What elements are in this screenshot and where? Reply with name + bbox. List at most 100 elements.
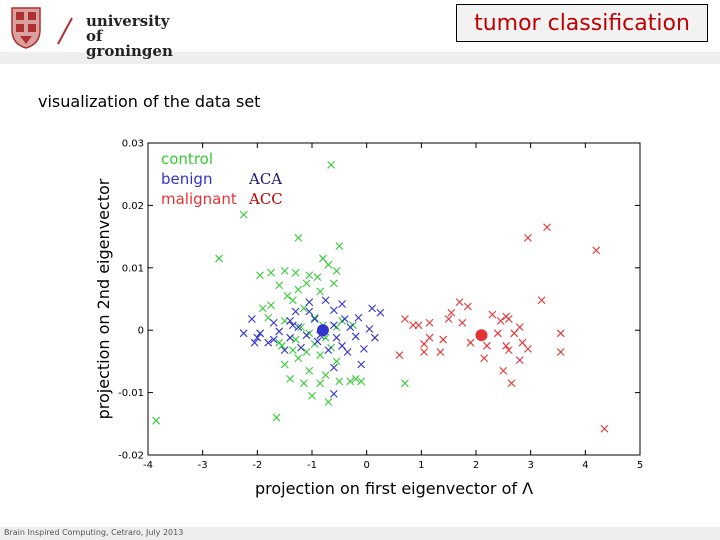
slide-footer: Brain Inspired Computing, Cetraro, July … bbox=[4, 528, 184, 537]
data-point-benign bbox=[368, 304, 377, 313]
logo-divider bbox=[57, 17, 73, 45]
data-point-control bbox=[288, 346, 297, 355]
legend-annotation-acc: ACC bbox=[248, 190, 283, 208]
data-point-control bbox=[299, 379, 308, 388]
data-point-benign bbox=[313, 337, 322, 346]
data-point-malignant bbox=[556, 348, 565, 356]
highlight-point-aca bbox=[316, 324, 329, 337]
data-point-benign bbox=[310, 315, 319, 323]
scatter-chart: -4 -3 -2 -1 0 1 2 3 4 5 -0.02 -0.01 0 0.01 0.02 0.03 pro… bbox=[94, 139, 643, 499]
data-point-control bbox=[313, 273, 322, 282]
data-point-control bbox=[308, 391, 316, 400]
data-point-benign bbox=[297, 343, 305, 352]
data-point-malignant bbox=[463, 302, 472, 311]
x-tick-label: 0 bbox=[363, 460, 369, 471]
data-point-benign bbox=[329, 363, 338, 372]
x-tick-label: 4 bbox=[582, 460, 588, 471]
data-point-control bbox=[335, 377, 344, 386]
data-point-malignant bbox=[483, 341, 491, 350]
university-crest-icon bbox=[11, 7, 73, 49]
y-tick-label: -0.02 bbox=[118, 451, 144, 462]
data-point-control bbox=[258, 304, 267, 313]
data-point-benign bbox=[357, 360, 366, 369]
data-point-malignant bbox=[488, 310, 497, 319]
data-point-benign bbox=[332, 333, 341, 342]
legend-entry-benign: benign bbox=[161, 170, 212, 188]
data-point-control bbox=[305, 366, 314, 375]
data-point-control bbox=[280, 360, 289, 369]
data-point-control bbox=[316, 351, 325, 360]
x-tick-label: 1 bbox=[418, 460, 424, 471]
legend-entry-control: control bbox=[161, 150, 213, 168]
data-point-benign bbox=[305, 307, 314, 316]
data-point-malignant bbox=[556, 329, 565, 338]
header-rule bbox=[0, 52, 720, 64]
data-point-malignant bbox=[543, 223, 551, 232]
data-point-control bbox=[299, 304, 308, 313]
data-point-malignant bbox=[420, 348, 428, 356]
data-point-malignant bbox=[401, 315, 409, 323]
data-point-control bbox=[357, 377, 366, 386]
data-point-malignant bbox=[499, 366, 508, 375]
data-point-benign bbox=[302, 331, 311, 340]
highlight-point-acc bbox=[475, 329, 488, 342]
data-point-control bbox=[286, 374, 295, 383]
data-point-control bbox=[280, 267, 289, 275]
data-point-benign bbox=[370, 333, 379, 342]
data-point-benign bbox=[256, 329, 264, 338]
data-point-control bbox=[275, 281, 284, 290]
data-point-control bbox=[278, 341, 286, 350]
data-point-control bbox=[401, 379, 409, 388]
data-point-malignant bbox=[414, 321, 423, 330]
data-point-benign bbox=[288, 321, 297, 330]
data-point-control bbox=[291, 268, 300, 277]
data-point-benign bbox=[343, 348, 352, 356]
data-point-control bbox=[335, 242, 344, 250]
data-point-benign bbox=[329, 306, 338, 315]
data-point-malignant bbox=[420, 340, 428, 348]
data-point-benign bbox=[324, 346, 333, 355]
data-point-malignant bbox=[504, 346, 513, 355]
data-point-control bbox=[321, 371, 330, 380]
slide-subtitle: visualization of the data set bbox=[38, 92, 261, 111]
data-point-control bbox=[316, 379, 325, 388]
data-point-benign bbox=[360, 345, 368, 353]
data-point-benign bbox=[286, 333, 295, 342]
data-point-malignant bbox=[455, 298, 464, 307]
data-point-benign bbox=[264, 338, 273, 347]
y-tick-label: 0.02 bbox=[122, 201, 144, 212]
data-point-control bbox=[291, 335, 300, 344]
legend-annotation-aca: ACA bbox=[248, 170, 282, 188]
y-tick-label: 0.01 bbox=[122, 263, 144, 274]
data-point-malignant bbox=[493, 329, 502, 338]
data-point-control bbox=[332, 267, 341, 275]
data-point-malignant bbox=[496, 316, 505, 325]
data-point-control bbox=[294, 233, 303, 242]
crest-shield-icon bbox=[11, 7, 41, 49]
x-tick-label: 5 bbox=[637, 460, 643, 471]
data-point-malignant bbox=[425, 318, 434, 327]
data-point-malignant bbox=[458, 318, 467, 327]
data-point-benign bbox=[305, 298, 314, 307]
data-point-control bbox=[327, 160, 336, 169]
data-point-control bbox=[351, 374, 360, 383]
data-point-benign bbox=[250, 338, 259, 347]
data-point-benign bbox=[346, 323, 355, 331]
data-point-control bbox=[332, 357, 341, 366]
data-point-control bbox=[267, 301, 275, 310]
data-point-benign bbox=[253, 333, 262, 342]
data-point-control bbox=[324, 260, 333, 269]
data-point-control bbox=[152, 416, 161, 425]
data-point-malignant bbox=[425, 333, 434, 342]
data-point-malignant bbox=[515, 323, 524, 331]
data-point-malignant bbox=[502, 341, 510, 350]
logo-line-1: university of bbox=[86, 12, 170, 45]
university-name: university of groningen bbox=[86, 14, 186, 59]
data-point-control bbox=[294, 354, 303, 363]
data-point-malignant bbox=[436, 348, 445, 356]
legend-entry-malignant: malignant bbox=[161, 190, 237, 208]
data-point-control bbox=[288, 296, 297, 305]
data-point-benign bbox=[269, 318, 278, 327]
data-point-control bbox=[302, 279, 311, 288]
data-point-control bbox=[346, 377, 355, 386]
